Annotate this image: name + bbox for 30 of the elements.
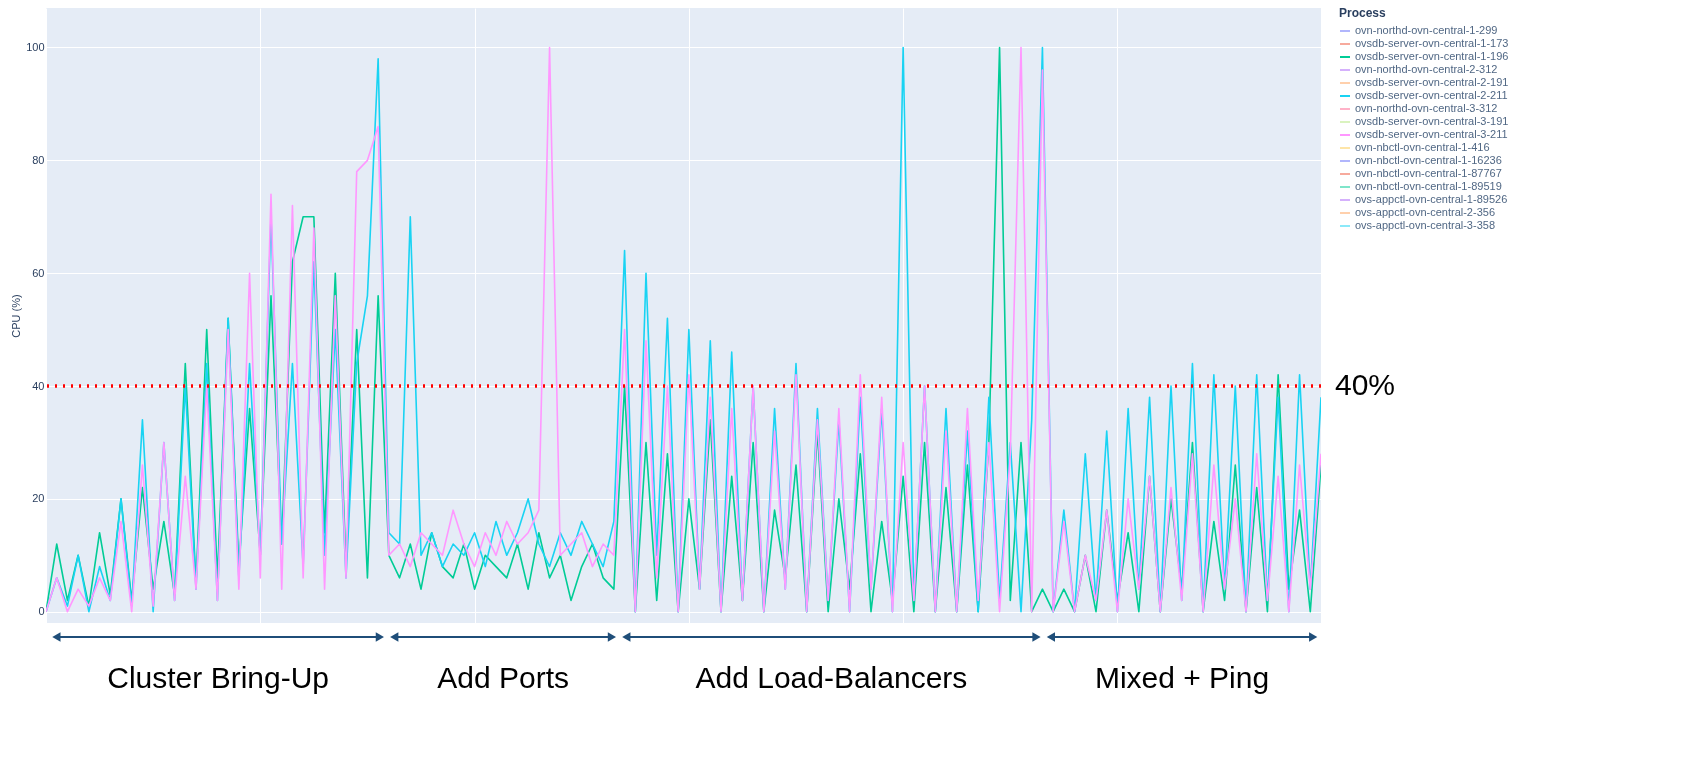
text: Cluster Bring-Up [107, 661, 329, 694]
legend-label: ovn-nbctl-ovn-central-1-89519 [1355, 180, 1502, 192]
text: Mixed + Ping [1094, 661, 1270, 694]
y-axis-title: CPU (%) [10, 294, 23, 338]
y-tick-label: 100 [26, 41, 45, 53]
line-series [46, 46, 1321, 613]
legend-label: ovsdb-server-ovn-central-3-211 [1355, 128, 1508, 140]
legend-label: ovn-nbctl-ovn-central-1-416 [1355, 141, 1490, 153]
legend-label: ovsdb-server-ovn-central-1-173 [1355, 37, 1509, 49]
legend-label: ovsdb-server-ovn-central-3-191 [1355, 115, 1509, 127]
y-tick-label: 60 [32, 266, 45, 279]
legend-label: ovsdb-server-ovn-central-2-211 [1355, 89, 1508, 101]
legend-label: ovs-appctl-ovn-central-2-356 [1355, 206, 1496, 218]
text: Add Load-Balancers [695, 661, 968, 694]
legend-label: ovn-nbctl-ovn-central-1-16236 [1355, 154, 1502, 166]
legend-label: ovsdb-server-ovn-central-2-191 [1355, 76, 1509, 88]
legend-label: ovn-nbctl-ovn-central-1-87767 [1355, 167, 1502, 179]
legend-label: ovn-northd-ovn-central-3-312 [1355, 102, 1498, 114]
legend-label: ovn-northd-ovn-central-2-312 [1355, 63, 1498, 75]
legend-label: ovsdb-server-ovn-central-1-196 [1355, 50, 1509, 62]
y-tick-label: 20 [32, 492, 45, 505]
y-tick-label: 0 [38, 605, 45, 618]
legend-label: ovn-northd-ovn-central-1-299 [1355, 24, 1498, 36]
ref-line-label: 40% [1335, 368, 1396, 402]
legend-title: Process [1339, 6, 1387, 20]
text: Add Ports [437, 661, 569, 694]
legend-label: ovs-appctl-ovn-central-3-358 [1355, 219, 1496, 231]
legend-label: ovs-appctl-ovn-central-1-89526 [1355, 193, 1508, 205]
y-tick-label: 40 [32, 379, 45, 392]
y-tick-label: 80 [32, 153, 45, 166]
